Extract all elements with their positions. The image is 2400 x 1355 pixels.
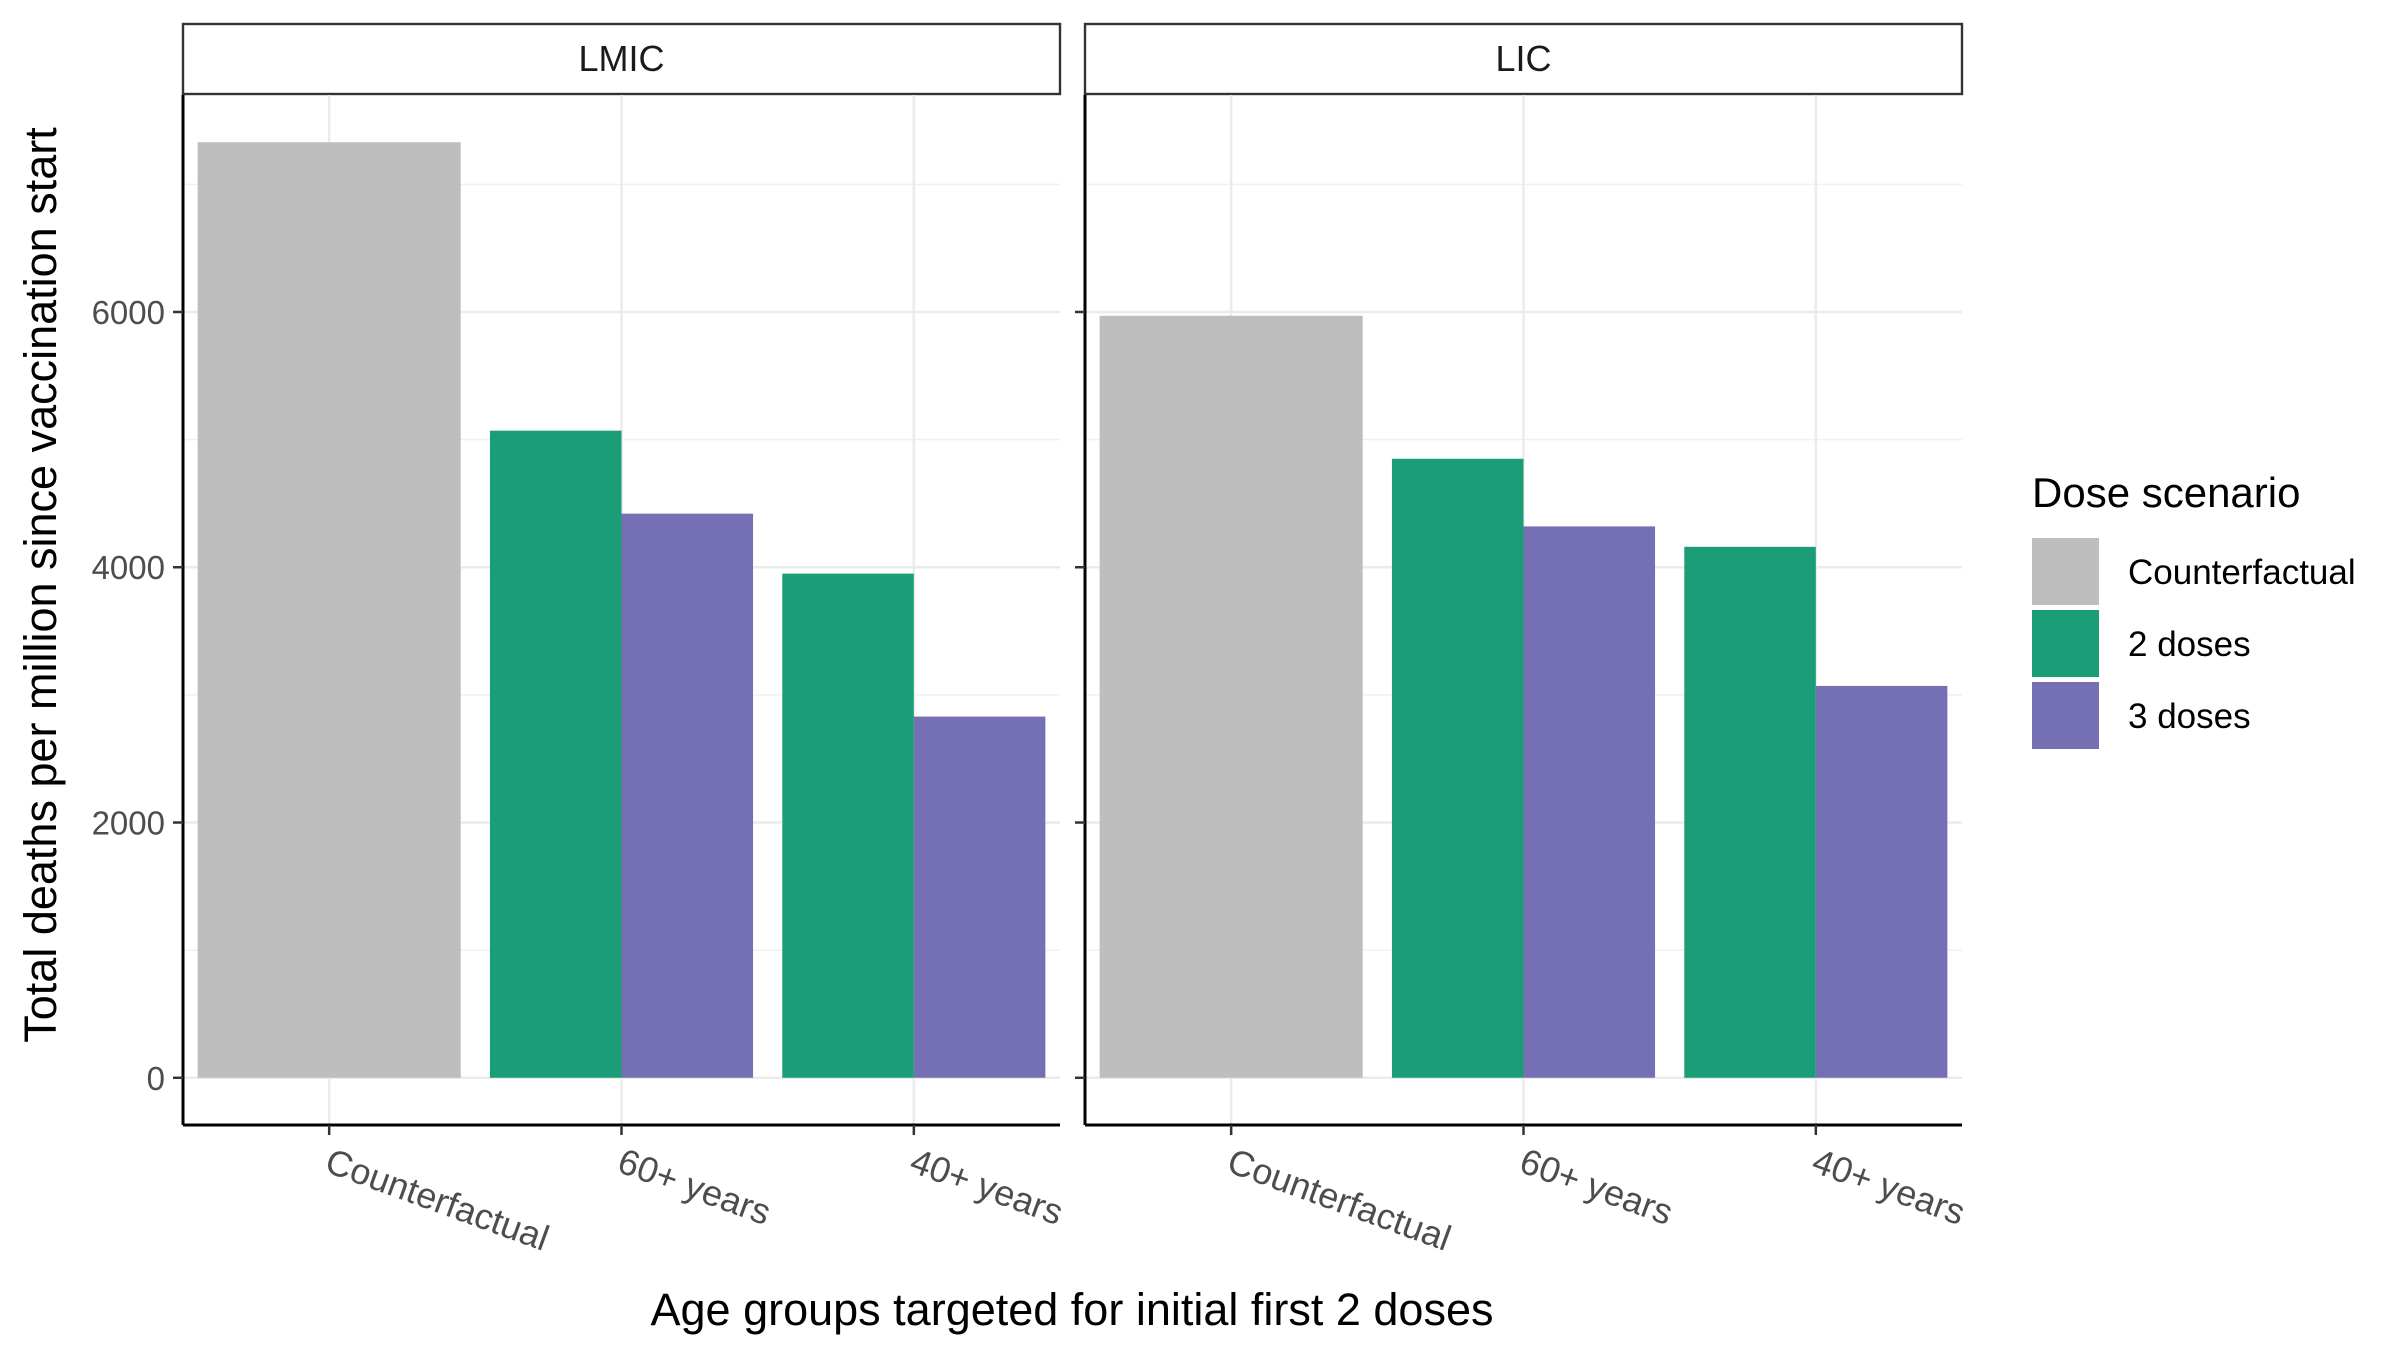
facet-strip-label: LMIC — [578, 38, 664, 79]
legend-swatch — [2032, 538, 2099, 605]
facet-strip-label: LIC — [1495, 38, 1551, 79]
x-tick-label: Counterfactual — [320, 1140, 554, 1259]
panel-lmic: LMIC 0 2000 4000 6000 Counterfactual 60+ years… — [92, 22, 1069, 1259]
x-tick-label: 60+ years — [613, 1140, 777, 1233]
bar-lmic-60-years-3-doses — [621, 513, 754, 1078]
legend-swatch — [2032, 610, 2099, 677]
panel-lic: LIC Counterfactual 60+ years 40+ years — [1075, 22, 1971, 1259]
y-tick-label: 4000 — [92, 549, 165, 586]
x-axis-title: Age groups targeted for initial first 2 … — [651, 1284, 1494, 1335]
y-axis-title: Total deaths per million since vaccinati… — [15, 127, 66, 1043]
x-tick-label: 40+ years — [1807, 1140, 1971, 1233]
bar-lic-counterfactual-counterfactual — [1099, 315, 1363, 1078]
legend-label: 2 doses — [2128, 625, 2251, 664]
legend-label: 3 doses — [2128, 697, 2251, 736]
legend-label: Counterfactual — [2128, 553, 2356, 592]
bar-lmic-40-years-2-doses — [782, 573, 914, 1078]
bar-lmic-40-years-3-doses — [913, 716, 1046, 1078]
facet-strip — [181, 22, 1062, 96]
y-tick-label: 0 — [147, 1060, 165, 1097]
bar-lic-40-years-3-doses — [1815, 685, 1948, 1078]
legend-item-counterfactual: Counterfactual — [2032, 538, 2356, 605]
x-tick-label: 60+ years — [1515, 1140, 1679, 1233]
legend-item-3-doses: 3 doses — [2032, 682, 2251, 749]
bar-lic-60-years-2-doses — [1391, 458, 1524, 1078]
facet-strip — [1083, 22, 1964, 96]
legend: Dose scenario Counterfactual 2 doses 3 dose… — [2032, 469, 2356, 749]
y-tick-label: 2000 — [92, 805, 165, 842]
y-tick-label: 6000 — [92, 294, 165, 331]
x-tick-label: Counterfactual — [1222, 1140, 1456, 1259]
legend-title: Dose scenario — [2032, 469, 2300, 516]
bar-lic-60-years-3-doses — [1523, 526, 1656, 1078]
legend-swatch — [2032, 682, 2099, 749]
legend-item-2-doses: 2 doses — [2032, 610, 2251, 677]
bar-lmic-60-years-2-doses — [489, 430, 622, 1078]
panels-layer: LMIC 0 2000 4000 6000 Counterfactual 60+ years… — [92, 22, 1971, 1259]
x-tick-label: 40+ years — [905, 1140, 1069, 1233]
bar-lic-40-years-2-doses — [1684, 546, 1816, 1078]
bar-lmic-counterfactual-counterfactual — [197, 142, 461, 1078]
